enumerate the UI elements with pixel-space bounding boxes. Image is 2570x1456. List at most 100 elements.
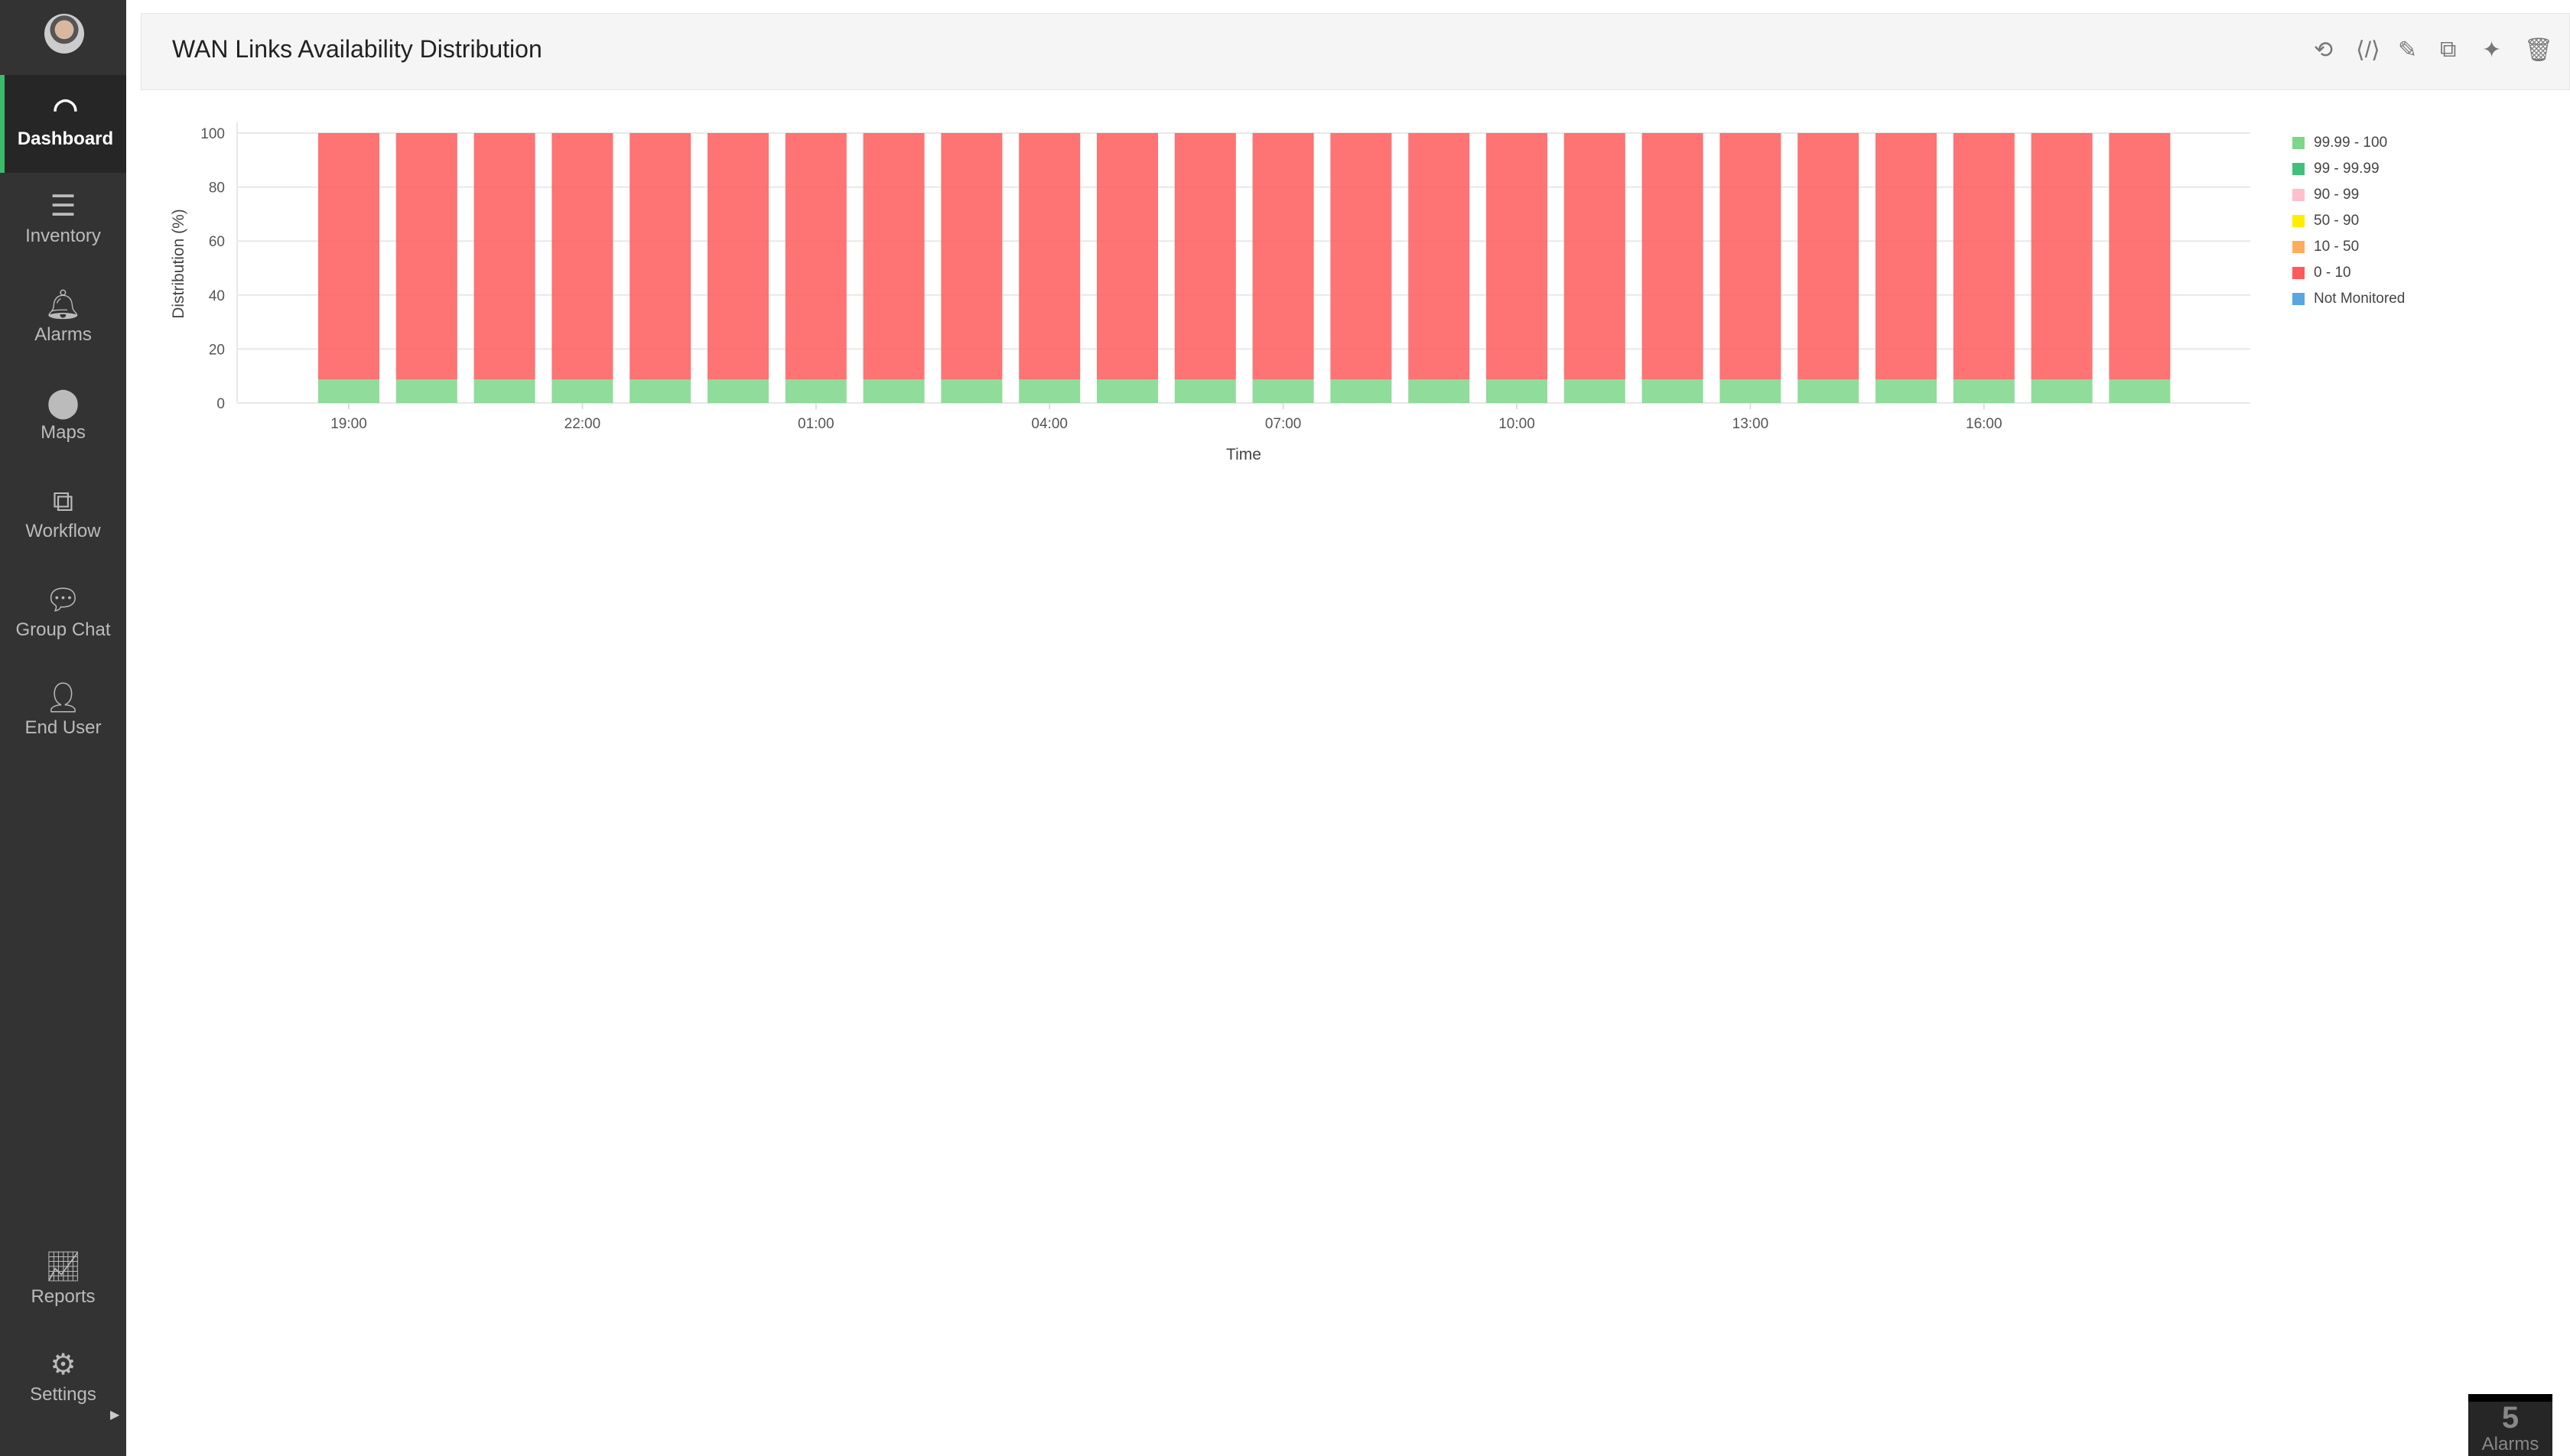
legend-swatch [2292, 293, 2305, 305]
bar-segment [395, 379, 457, 403]
legend-item[interactable]: 90 - 99 [2292, 182, 2405, 208]
bar-segment [1408, 379, 1470, 403]
legend-swatch [2292, 241, 2305, 253]
edit-icon[interactable]: ✎ [2398, 37, 2418, 63]
legend-label: 99.99 - 100 [2314, 135, 2388, 151]
legend-item[interactable]: 0 - 10 [2292, 260, 2405, 286]
legend-label: Not Monitored [2314, 291, 2406, 307]
y-tick-label: 60 [209, 234, 225, 250]
bar-segment [1019, 133, 1081, 380]
y-tick-label: 20 [209, 342, 225, 358]
bar-segment [318, 133, 379, 380]
sidebar-item-group-chat[interactable]: 💬︎ Group Chat [0, 566, 126, 664]
y-tick-label: 100 [200, 126, 225, 142]
sidebar-item-end-user[interactable]: 👤︎ End User [0, 664, 126, 762]
bar-segment [1875, 133, 1937, 380]
workflow-icon: ⧉ [52, 486, 74, 518]
bar-segment [1097, 379, 1158, 403]
x-tick-label: 13:00 [1732, 416, 1769, 432]
legend-item[interactable]: 99.99 - 100 [2292, 130, 2405, 156]
bar-segment [1719, 379, 1781, 403]
bar-segment [551, 379, 613, 403]
legend-item[interactable]: 99 - 99.99 [2292, 156, 2405, 182]
trash-icon[interactable]: 🗑︎ [2524, 37, 2554, 63]
sidebar-item-maps[interactable]: ⬤ Maps [0, 369, 126, 466]
bar-segment [863, 133, 925, 380]
widget-title: WAN Links Availability Distribution [172, 35, 542, 63]
x-tick-label: 01:00 [798, 416, 834, 432]
widget-header: WAN Links Availability Distribution ⟲ ⟨/⟩… [141, 13, 2570, 90]
sidebar-item-label: Inventory [25, 226, 101, 246]
bar-segment [1330, 379, 1392, 403]
y-tick-label: 80 [209, 180, 225, 197]
sidebar-item-inventory[interactable]: ☰ Inventory [0, 172, 126, 270]
legend-swatch [2292, 137, 2305, 149]
x-tick-label: 07:00 [1265, 416, 1302, 432]
bar-segment [2031, 379, 2093, 403]
bar-segment [1875, 379, 1937, 403]
legend-item[interactable]: 10 - 50 [2292, 234, 2405, 260]
bar-segment [473, 379, 535, 403]
sidebar-item-dashboard[interactable]: ◠ Dashboard [0, 75, 126, 173]
speedometer-icon: ◠ [52, 93, 79, 125]
bar-segment [2109, 133, 2171, 380]
bar-segment [785, 379, 847, 403]
sidebar-item-label: Group Chat [15, 619, 111, 640]
y-tick-label: 40 [209, 288, 225, 304]
legend-label: 10 - 50 [2314, 239, 2360, 255]
list-check-icon: ☰ [50, 190, 76, 223]
refresh-icon[interactable]: ⟲ [2314, 37, 2334, 63]
bar-segment [1174, 379, 1236, 403]
alarm-count: 5 [2501, 1401, 2520, 1435]
bar-segment [941, 133, 1003, 380]
sidebar-item-label: Settings [30, 1384, 96, 1405]
bar-segment [1174, 133, 1236, 380]
bar-segment [629, 379, 691, 403]
y-tick-label: 0 [216, 396, 225, 412]
bar-segment [863, 379, 925, 403]
x-axis-title: Time [1226, 446, 1261, 463]
bar-segment [1408, 133, 1470, 380]
bar-segment [941, 379, 1003, 403]
legend-item[interactable]: 50 - 90 [2292, 208, 2405, 234]
bar-segment [318, 379, 379, 403]
pin-icon[interactable]: ✦ [2482, 37, 2502, 63]
bar-segment [1563, 133, 1625, 380]
sidebar-item-alarms[interactable]: 🔔︎ Alarms [0, 271, 126, 369]
bar-segment [708, 133, 769, 380]
legend-item[interactable]: Not Monitored [2292, 286, 2405, 312]
x-tick-label: 04:00 [1031, 416, 1068, 432]
user-icon: 👤︎ [44, 682, 82, 714]
sidebar-item-label: End User [24, 717, 102, 738]
y-axis-title: Distribution (%) [170, 209, 187, 319]
chat-icon: 💬︎ [44, 584, 82, 616]
bar-segment [395, 133, 457, 380]
bar-segment [1563, 379, 1625, 403]
sidebar-item-label: Alarms [34, 324, 92, 345]
sidebar-item-reports[interactable]: 📈︎ Reports [0, 1233, 126, 1331]
sidebar-item-settings[interactable]: ⚙ Settings [0, 1331, 126, 1428]
bar-segment [1330, 133, 1392, 380]
alarms-counter[interactable]: 5 Alarms [2468, 1394, 2552, 1456]
availability-chart: 0 20 40 60 80 100 19:00 22:00 01:00 04:00 07:00 10:… [170, 122, 2250, 463]
bar-segment [1486, 133, 1547, 380]
copy-icon[interactable]: ⧉ [2440, 37, 2457, 62]
legend-label: 0 - 10 [2314, 265, 2351, 281]
sidebar-item-label: Dashboard [17, 128, 114, 149]
alarm-label: Alarms [2481, 1434, 2539, 1454]
embed-code-icon[interactable]: ⟨/⟩ [2356, 37, 2380, 63]
legend-swatch [2292, 189, 2305, 201]
sidebar-item-label: Maps [41, 422, 86, 443]
bar-segment [1719, 133, 1781, 380]
user-avatar[interactable] [44, 14, 84, 54]
bar-segment [629, 133, 691, 380]
bar-segment [1641, 379, 1703, 403]
x-tick-label: 10:00 [1498, 416, 1535, 432]
settings-expand-caret-icon[interactable]: ▶ [110, 1409, 120, 1422]
sidebar: ◠ Dashboard ☰ Inventory 🔔︎ Alarms ⬤ Maps ⧉ Workfl… [0, 0, 126, 1456]
bar-segment [1797, 379, 1859, 403]
bar-segment [1097, 133, 1158, 380]
bar-segment [1797, 133, 1859, 380]
sidebar-item-workflow[interactable]: ⧉ Workflow [0, 467, 126, 565]
bar-segment [785, 133, 847, 380]
